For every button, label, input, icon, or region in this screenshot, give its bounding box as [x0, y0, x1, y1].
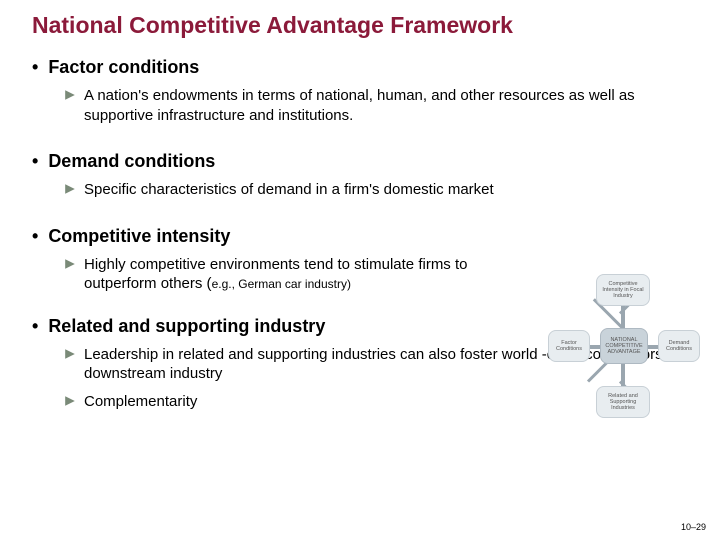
diagram-node-right: Demand Conditions: [658, 330, 700, 362]
arrow-bullet-icon: [64, 395, 76, 407]
arrow-bullet-icon: [64, 89, 76, 101]
sub-text-small: e.g., German car industry): [212, 277, 351, 291]
sub-text: Specific characteristics of demand in a …: [84, 180, 696, 200]
sub-item: A nation's endowments in terms of nation…: [64, 86, 696, 125]
section-heading-demand: • Demand conditions: [32, 151, 696, 172]
title-text: National Competitive Advantage Framework: [32, 12, 513, 38]
arrow-bullet-icon: [64, 258, 76, 270]
porters-diamond-diagram: Competitive Intensity in Focal Industry …: [548, 272, 698, 422]
sub-text: Highly competitive environments tend to …: [84, 255, 474, 294]
diagram-node-left: Factor Conditions: [548, 330, 590, 362]
heading-text: Factor conditions: [48, 57, 199, 78]
heading-text: Related and supporting industry: [48, 316, 325, 337]
page-title: National Competitive Advantage Framework: [32, 12, 696, 39]
arrow-bullet-icon: [64, 348, 76, 360]
page-number: 10–29: [681, 522, 706, 532]
section-heading-competitive: • Competitive intensity: [32, 226, 696, 247]
bullet-dot: •: [32, 152, 38, 170]
heading-text: Demand conditions: [48, 151, 215, 172]
sub-item: Specific characteristics of demand in a …: [64, 180, 696, 200]
bullet-dot: •: [32, 317, 38, 335]
bullet-dot: •: [32, 227, 38, 245]
section-heading-factor: • Factor conditions: [32, 57, 696, 78]
diagram-node-center: NATIONAL COMPETITIVE ADVANTAGE: [600, 328, 648, 364]
bullet-dot: •: [32, 58, 38, 76]
diagram-node-top: Competitive Intensity in Focal Industry: [596, 274, 650, 306]
sub-text: A nation's endowments in terms of nation…: [84, 86, 696, 125]
arrow-bullet-icon: [64, 183, 76, 195]
diagram-node-bottom: Related and Supporting Industries: [596, 386, 650, 418]
heading-text: Competitive intensity: [48, 226, 230, 247]
